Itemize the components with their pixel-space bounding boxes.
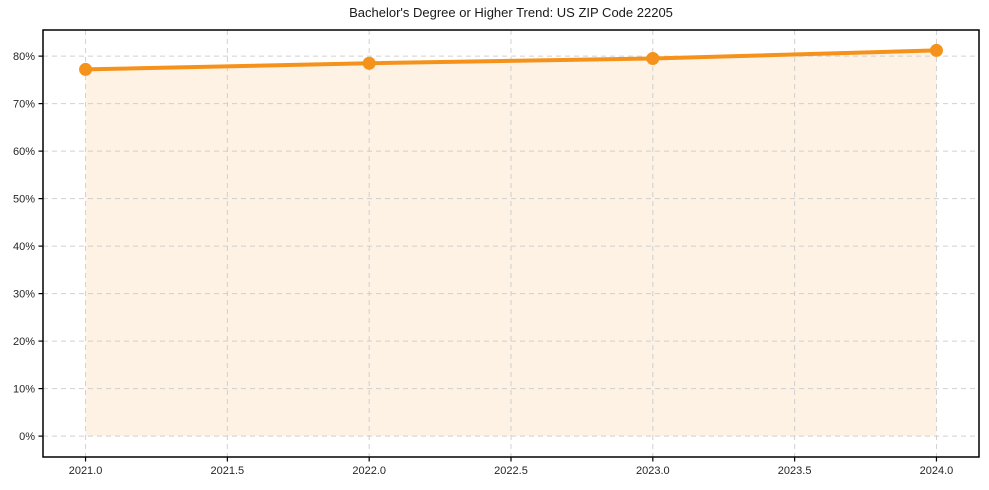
y-tick-label: 80% — [13, 51, 35, 63]
data-point — [929, 43, 943, 57]
x-tick-label: 2024.0 — [920, 465, 954, 477]
x-tick-label: 2022.5 — [494, 465, 528, 477]
y-tick-label: 70% — [13, 99, 35, 111]
y-tick-label: 20% — [13, 336, 35, 348]
x-tick-label: 2021.0 — [69, 465, 103, 477]
y-tick-label: 40% — [13, 241, 35, 253]
chart-title: Bachelor's Degree or Higher Trend: US ZI… — [349, 5, 673, 20]
data-point — [79, 62, 93, 76]
y-tick-label: 0% — [19, 431, 35, 443]
y-tick-label: 30% — [13, 289, 35, 301]
area-fill — [85, 50, 937, 437]
y-tick-label: 10% — [13, 384, 35, 396]
y-tick-label: 50% — [13, 194, 35, 206]
data-point — [646, 51, 660, 65]
x-tick-label: 2023.5 — [778, 465, 812, 477]
x-tick-label: 2022.0 — [352, 465, 386, 477]
x-tick-label: 2023.0 — [636, 465, 670, 477]
trend-line — [83, 48, 939, 72]
data-point — [362, 56, 376, 70]
x-tick-label: 2021.5 — [211, 465, 245, 477]
y-tick-label: 60% — [13, 146, 35, 158]
